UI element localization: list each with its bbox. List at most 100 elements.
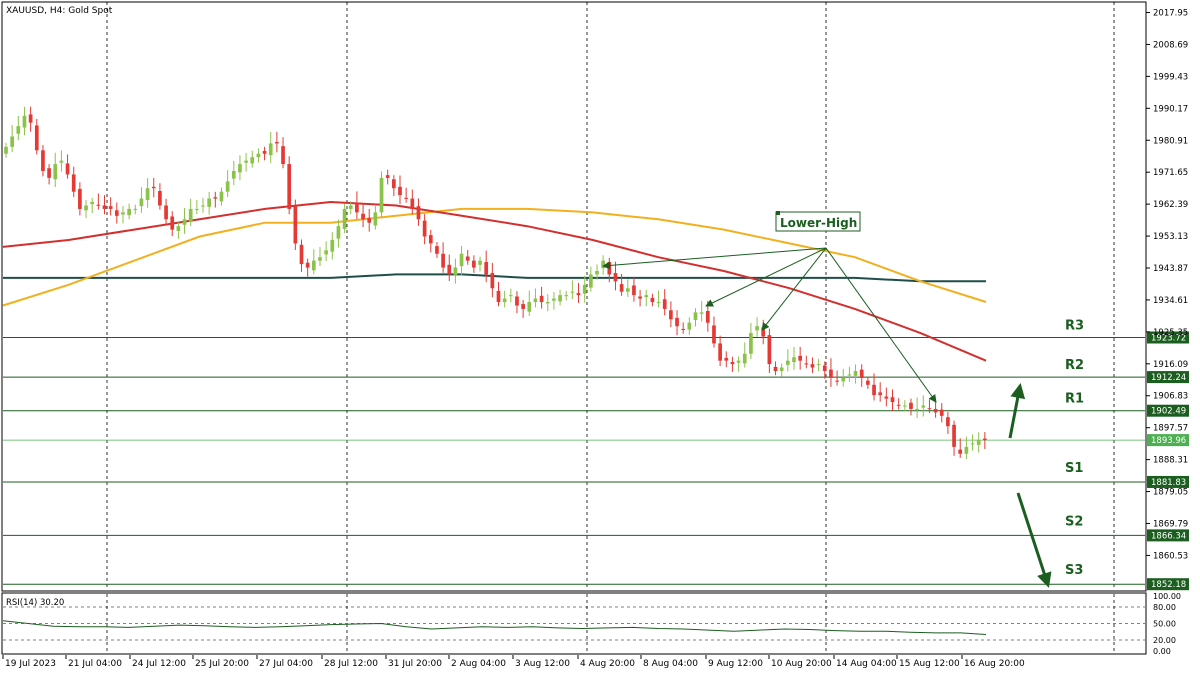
candle-bull [22, 115, 27, 128]
candle-bear [367, 217, 372, 223]
candle-bear [878, 392, 883, 396]
candle-bull [644, 295, 649, 298]
time-label: 2 Aug 04:00 [451, 659, 506, 669]
candle-bear [108, 206, 113, 209]
rsi-tick-label: 0.00 [1153, 647, 1171, 656]
candle-bear [34, 125, 39, 151]
candle-bear [28, 114, 33, 123]
candle-bull [588, 274, 593, 288]
candle-bull [533, 298, 538, 303]
candle-bear [496, 290, 501, 303]
candle-bear [958, 449, 963, 454]
price-tick-label: 1999.43 [1153, 72, 1188, 82]
candle-bull [841, 377, 846, 382]
candle-bear [946, 417, 950, 427]
candle-bear [435, 246, 439, 254]
level-name-s2: S2 [1065, 514, 1083, 529]
time-label: 4 Aug 20:00 [580, 659, 635, 669]
candle-bear [933, 408, 938, 413]
candle-bear [398, 186, 402, 196]
level-price-label: 1866.34 [1151, 531, 1186, 541]
time-label: 25 Jul 20:00 [195, 659, 249, 669]
time-label: 14 Aug 04:00 [836, 659, 897, 669]
candle-bear [299, 244, 304, 265]
candle-bull [915, 408, 919, 411]
candle-bull [921, 405, 926, 408]
time-label: 28 Jul 12:00 [324, 659, 378, 669]
candlesticks [4, 106, 987, 460]
candle-bull [527, 302, 532, 312]
rsi-line [2, 620, 987, 635]
candle-bear [447, 264, 452, 275]
candle-bear [650, 297, 655, 303]
candle-bull [53, 164, 58, 180]
candle-bear [441, 253, 445, 268]
candle-bull [318, 257, 322, 261]
candle-bear [607, 262, 612, 275]
time-label: 3 Aug 12:00 [515, 659, 570, 669]
level-price-box [1147, 529, 1189, 542]
main-plot-frame [1, 1, 1147, 592]
candle-bull [373, 212, 378, 226]
candle-bear [798, 355, 803, 361]
candle-bear [410, 198, 415, 209]
rsi-tick-label: 100.00 [1153, 592, 1181, 601]
price-tick-label: 2008.69 [1153, 40, 1188, 50]
candle-bear [952, 424, 956, 447]
candle-bull [736, 360, 741, 363]
candle-bear [170, 216, 175, 230]
candle-bull [231, 170, 236, 179]
level-price-label: 1912.24 [1151, 373, 1186, 383]
candle-bull [779, 367, 784, 372]
candle-bull [749, 333, 753, 354]
candle-bull [564, 295, 569, 297]
candle-bull [133, 208, 138, 210]
candle-bear [804, 363, 809, 365]
candle-bear [662, 299, 667, 309]
candle-bear [287, 164, 292, 209]
candle-bull [127, 208, 131, 216]
price-tick-label: 2017.95 [1153, 9, 1188, 19]
candle-bull [59, 160, 64, 163]
lower-high-anchor [776, 211, 780, 215]
candle-bear [102, 205, 107, 209]
time-label: 19 Jul 2023 [5, 659, 56, 669]
candle-bear [465, 256, 470, 261]
time-label: 9 Aug 12:00 [708, 659, 763, 669]
candle-bull [324, 250, 328, 255]
level-price-box [1147, 404, 1189, 417]
price-tick-label: 1962.39 [1153, 200, 1188, 210]
candle-bull [176, 226, 181, 231]
candle-bear [872, 384, 876, 396]
candle-bear [361, 213, 365, 220]
candle-bull [656, 302, 661, 304]
candle-bear [484, 262, 489, 275]
price-tick-label: 1869.79 [1153, 519, 1188, 529]
price-tick-label: 1897.57 [1153, 424, 1188, 434]
rsi-indicator: RSI(14) 30.20 100.00 80.00 50.00 20.00 0.00 [2, 592, 1181, 656]
candle-bull [219, 191, 224, 202]
candle-bull [699, 312, 704, 314]
candle-bear [391, 179, 396, 189]
candle-bear [896, 404, 901, 406]
price-tick-label: 1943.87 [1153, 264, 1188, 274]
candle-bull [330, 239, 335, 252]
current-price-box [1147, 434, 1189, 447]
price-tick-label: 1934.61 [1153, 296, 1188, 306]
bearish-projection-arrow [1016, 492, 1052, 588]
lower-high-arrow [761, 247, 827, 331]
time-label: 31 Jul 20:00 [388, 659, 442, 669]
candle-bull [225, 181, 230, 192]
rsi-label: RSI(14) 30.20 [6, 598, 64, 608]
rsi-tick-label: 80.00 [1153, 603, 1176, 612]
level-name-r1: R1 [1065, 392, 1084, 407]
candle-bear [65, 163, 70, 175]
candle-bear [422, 220, 427, 237]
candle-bull [552, 298, 556, 301]
level-price-label: 1881.83 [1151, 478, 1186, 488]
candle-bull [502, 298, 507, 303]
time-axis: 19 Jul 2023 21 Jul 04:00 24 Jul 12:00 25 Ju… [2, 655, 1025, 669]
candle-bull [853, 371, 858, 376]
level-name-r2: R2 [1065, 358, 1084, 373]
lower-high-label: Lower-High [780, 216, 857, 230]
